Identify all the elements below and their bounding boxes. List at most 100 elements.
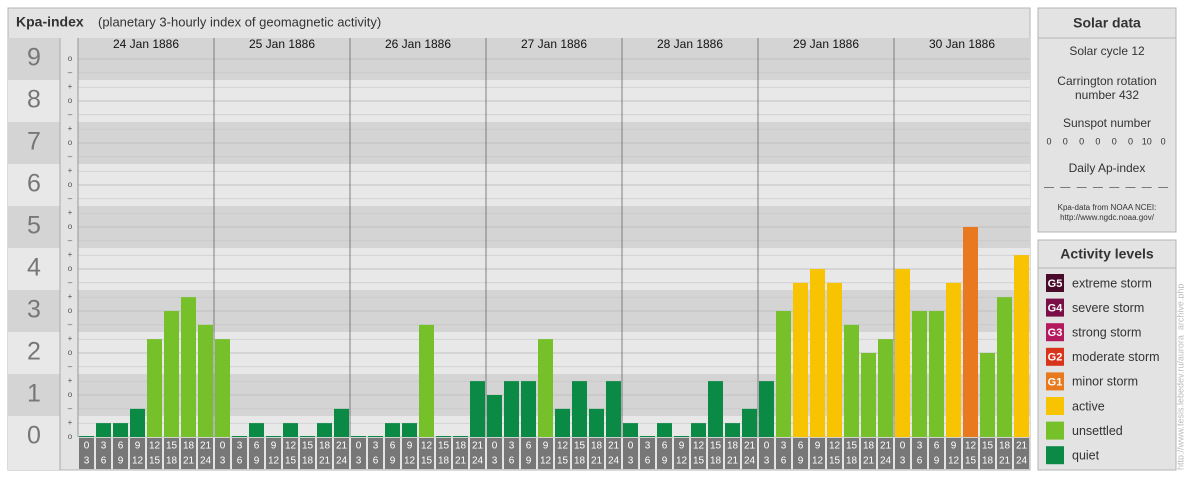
interval-label: 9 — [135, 441, 141, 452]
interval-box — [708, 438, 723, 469]
interval-box — [521, 438, 536, 469]
interval-label: 6 — [390, 441, 396, 452]
interval-label: 0 — [764, 441, 770, 452]
band — [8, 122, 60, 164]
minor-tick-label: – — [68, 404, 73, 413]
interval-label: 3 — [764, 456, 770, 467]
interval-label: 6 — [917, 456, 923, 467]
interval-box — [997, 438, 1012, 469]
bar — [657, 423, 672, 437]
legend-label: extreme storm — [1072, 276, 1152, 290]
interval-label: 6 — [934, 441, 940, 452]
interval-label: 12 — [132, 456, 144, 467]
interval-label: 18 — [999, 441, 1011, 452]
minor-tick-label: – — [68, 110, 73, 119]
bar — [776, 311, 791, 437]
interval-box — [657, 438, 672, 469]
ap-value: –– — [1109, 181, 1119, 191]
legend-code: G2 — [1048, 352, 1063, 364]
interval-label: 3 — [84, 456, 90, 467]
interval-box — [470, 438, 485, 469]
ap-value: –– — [1142, 181, 1152, 191]
day-label: 29 Jan 1886 — [793, 37, 859, 51]
minor-tick-label: + — [68, 418, 73, 427]
sunspot-value: 10 — [1142, 136, 1152, 146]
band — [8, 164, 60, 206]
interval-label: 21 — [1016, 441, 1028, 452]
interval-box — [980, 438, 995, 469]
interval-label: 15 — [166, 441, 178, 452]
interval-label: 15 — [829, 456, 841, 467]
interval-box — [674, 438, 689, 469]
minor-tick-label: – — [68, 194, 73, 203]
ap-value: –– — [1125, 181, 1135, 191]
interval-box — [1014, 438, 1029, 469]
interval-box — [130, 438, 145, 469]
interval-label: 6 — [373, 456, 379, 467]
bar — [589, 408, 604, 437]
chart-title: Kpa-index — [16, 14, 84, 30]
y-tick-label: 5 — [27, 212, 41, 240]
interval-label: 12 — [948, 456, 960, 467]
bar — [844, 324, 859, 437]
legend-label: unsettled — [1072, 424, 1123, 438]
interval-label: 21 — [999, 456, 1011, 467]
interval-box — [266, 438, 281, 469]
interval-box — [147, 438, 162, 469]
sunspot-value: 0 — [1161, 136, 1166, 146]
bar — [504, 381, 519, 437]
interval-label: 15 — [557, 456, 569, 467]
interval-label: 21 — [472, 441, 484, 452]
interval-box — [640, 438, 655, 469]
interval-box — [368, 438, 383, 469]
minor-tick-label: + — [68, 82, 73, 91]
legend-swatch — [1046, 446, 1064, 465]
interval-label: 12 — [557, 441, 569, 452]
interval-label: 24 — [472, 456, 484, 467]
bar — [453, 436, 468, 437]
legend-label: moderate storm — [1072, 350, 1160, 364]
bar — [232, 436, 247, 437]
bar — [606, 381, 621, 437]
interval-label: 9 — [679, 441, 685, 452]
interval-label: 6 — [798, 441, 804, 452]
legend-label: severe storm — [1072, 301, 1144, 315]
interval-label: 18 — [438, 456, 450, 467]
interval-label: 6 — [118, 441, 124, 452]
bar — [215, 339, 230, 437]
interval-label: 24 — [200, 456, 212, 467]
legend-label: active — [1072, 399, 1105, 413]
source-url: http://www.ngdc.noaa.gov/ — [1060, 213, 1155, 222]
interval-label: 9 — [526, 456, 532, 467]
sunspot-value: 0 — [1095, 136, 1100, 146]
interval-box — [436, 438, 451, 469]
interval-label: 12 — [285, 441, 297, 452]
minor-tick-label: – — [68, 362, 73, 371]
sunspot-value: 0 — [1079, 136, 1084, 146]
band — [8, 38, 60, 80]
interval-label: 6 — [662, 441, 668, 452]
interval-label: 15 — [302, 441, 314, 452]
interval-label: 3 — [917, 441, 923, 452]
band — [8, 374, 60, 416]
minor-tick-label: o — [68, 348, 73, 357]
interval-box — [453, 438, 468, 469]
interval-box — [402, 438, 417, 469]
bar — [181, 297, 196, 437]
bar — [487, 395, 502, 437]
interval-label: 9 — [254, 456, 260, 467]
interval-box — [691, 438, 706, 469]
bar — [351, 436, 366, 437]
interval-label: 3 — [373, 441, 379, 452]
interval-box — [232, 438, 247, 469]
interval-label: 18 — [455, 441, 467, 452]
credit: http://www.tesis.lebedev.ru/aurora_archi… — [1175, 284, 1184, 470]
bar — [861, 353, 876, 437]
interval-label: 6 — [781, 456, 787, 467]
interval-box — [827, 438, 842, 469]
day-label: 25 Jan 1886 — [249, 37, 315, 51]
interval-label: 3 — [900, 456, 906, 467]
interval-label: 21 — [880, 441, 892, 452]
interval-box — [181, 438, 196, 469]
